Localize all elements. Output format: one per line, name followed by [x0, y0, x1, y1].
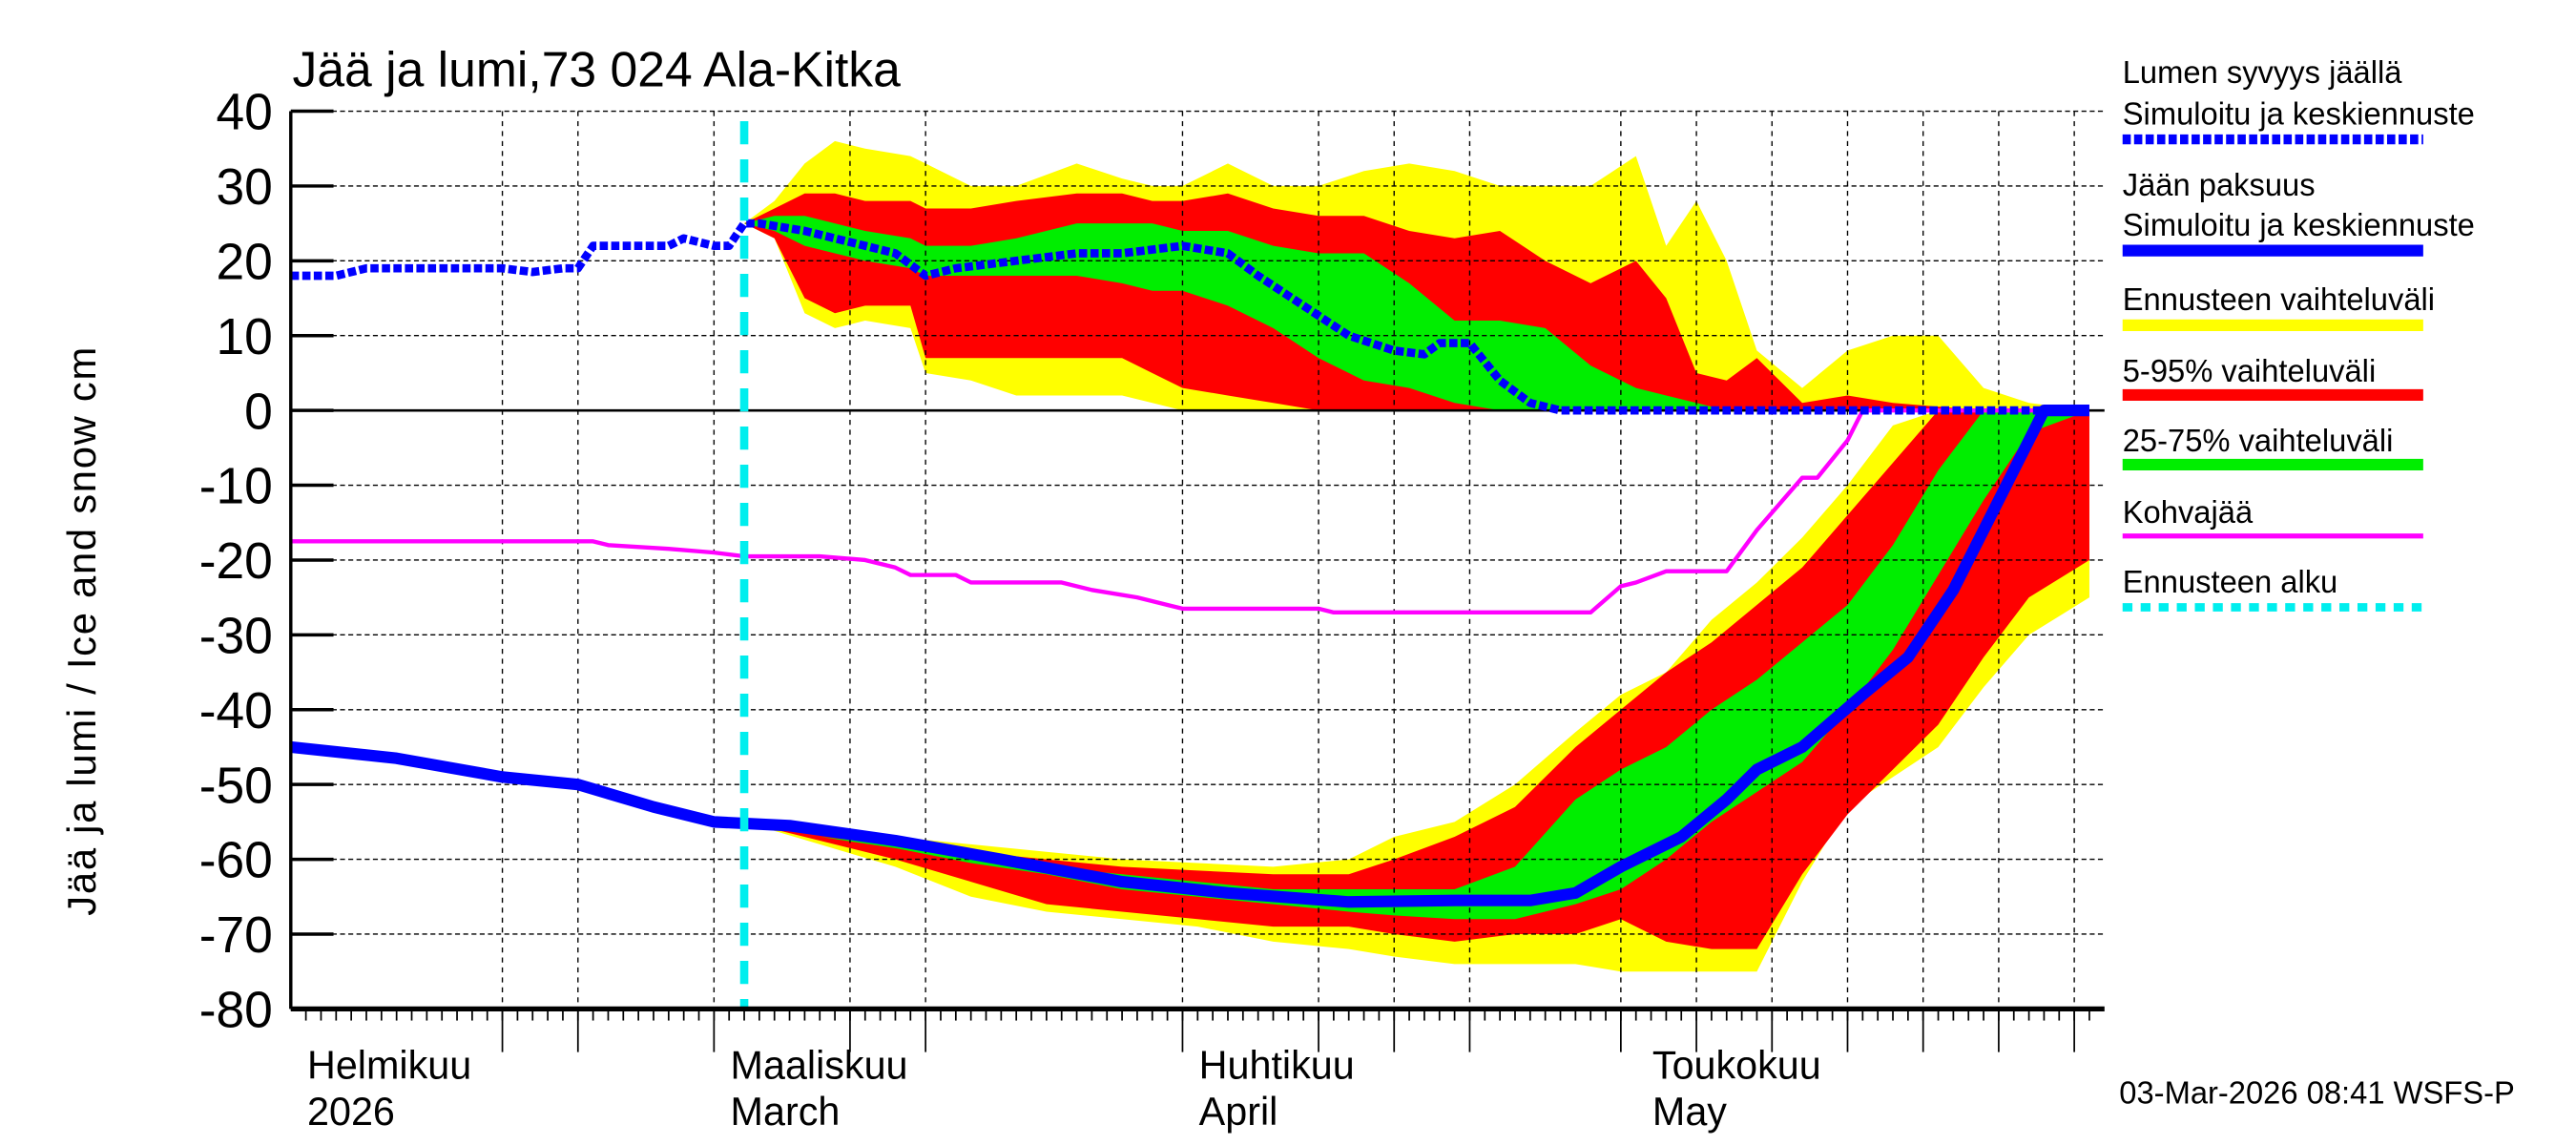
month-label-en: March: [731, 1089, 841, 1134]
month-label-fi: Toukokuu: [1652, 1042, 1821, 1087]
lines-layer: [290, 120, 2089, 1010]
y-tick-label: -20: [199, 532, 273, 590]
y-tick-label: -60: [199, 831, 273, 888]
y-tick-label: -30: [199, 607, 273, 664]
legend-p5-95: 5-95% vaihteluväli: [2123, 353, 2376, 388]
chart-title: Jää ja lumi,73 024 Ala-Kitka: [293, 42, 901, 97]
legend-forecast-start: Ennusteen alku: [2123, 564, 2338, 599]
y-tick-label: -50: [199, 757, 273, 814]
legend-p25-75: 25-75% vaihteluväli: [2123, 423, 2394, 458]
y-tick-label: -10: [199, 457, 273, 514]
y-tick-label: -70: [199, 906, 273, 964]
y-tick-label: 30: [216, 158, 272, 216]
y-tick-label: 40: [216, 83, 272, 140]
y-tick-label: 20: [216, 233, 272, 290]
legend-range: Ennusteen vaihteluväli: [2123, 281, 2435, 317]
month-label-fi: Maaliskuu: [731, 1042, 908, 1087]
month-label-fi: Huhtikuu: [1199, 1042, 1355, 1087]
legend-snow-title: Lumen syvyys jäällä: [2123, 54, 2402, 90]
axes-layer: 40 30 20 10 0 -10 -20 -30 -40 -50 -60 -70 -80 Helmiku…: [199, 83, 2105, 1134]
snow-p25-75-band: [744, 216, 2089, 411]
month-label-en: 2026: [307, 1089, 395, 1134]
legend-ice-title: Jään paksuus: [2123, 167, 2316, 202]
y-tick-label: 10: [216, 308, 272, 365]
kohva-line: [290, 407, 2089, 615]
legend-kohva: Kohvajää: [2123, 494, 2254, 530]
month-label-en: April: [1199, 1089, 1278, 1134]
y-tick-label: -40: [199, 682, 273, 739]
y-tick-label: -80: [199, 981, 273, 1038]
legend: Lumen syvyys jäällä Simuloitu ja keskien…: [2123, 54, 2475, 612]
y-tick-label: 0: [244, 383, 273, 440]
month-label-fi: Helmikuu: [307, 1042, 471, 1087]
y-axis-label: Jää ja lumi / Ice and snow cm: [59, 345, 104, 916]
bands-layer: [744, 140, 2089, 972]
ice-p25-75-band: [744, 410, 2089, 920]
legend-snow-sub: Simuloitu ja keskiennuste: [2123, 95, 2475, 131]
legend-ice-sub: Simuloitu ja keskiennuste: [2123, 207, 2475, 242]
ice-mean-line: [290, 405, 2089, 908]
ice-p5-95-band: [744, 410, 2089, 949]
footer-timestamp: 03-Mar-2026 08:41 WSFS-P: [2119, 1074, 2515, 1110]
month-label-en: May: [1652, 1089, 1727, 1134]
